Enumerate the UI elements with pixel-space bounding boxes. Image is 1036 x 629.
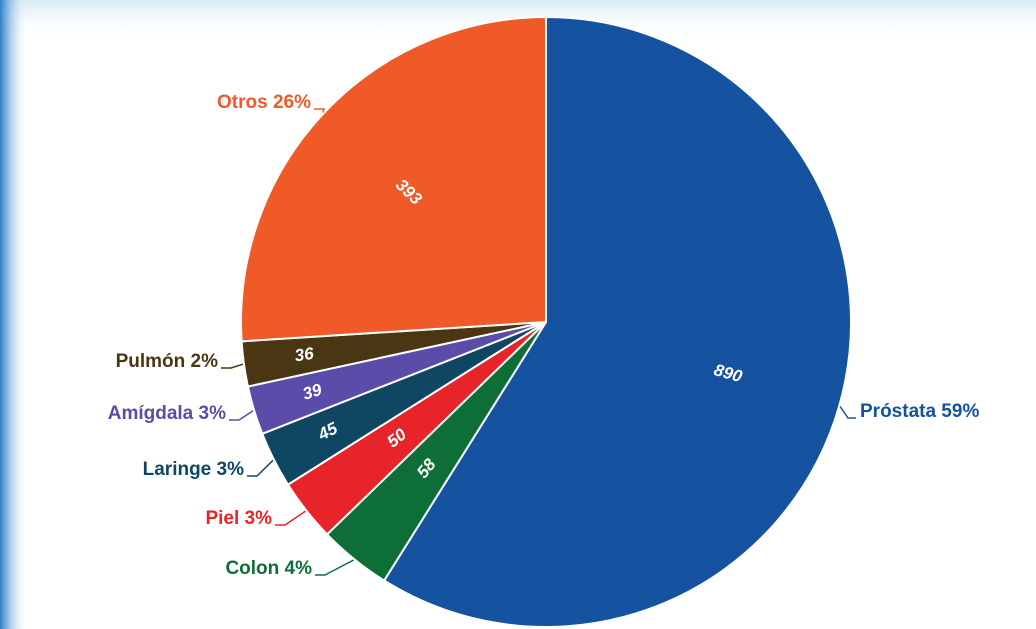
pie-slices xyxy=(240,15,852,628)
slice-label-pulmon: Pulmón 2% xyxy=(116,351,219,372)
leader-lines xyxy=(221,108,856,576)
leader-line-prostata xyxy=(839,406,856,419)
slice-label-prostata: Próstata 59% xyxy=(860,401,979,422)
slice-label-otros: Otros 26% xyxy=(217,92,311,113)
leader-line-pulmon xyxy=(221,363,244,369)
slice-value-amigdala: 39 xyxy=(300,380,324,404)
slice-label-piel: Piel 3% xyxy=(205,508,272,529)
leader-line-laringe xyxy=(247,459,274,477)
pie-slice-prostata xyxy=(382,15,852,628)
slice-value-pulmon: 36 xyxy=(293,344,315,365)
leader-line-amigdala xyxy=(229,410,254,421)
pie-slice-otros xyxy=(240,15,547,343)
slice-category-labels: Próstata 59% Colon 4% Piel 3% Laringe 3% Amí… xyxy=(108,92,980,579)
slice-label-colon: Colon 4% xyxy=(225,558,312,579)
leader-line-otros xyxy=(314,108,326,113)
leader-line-piel xyxy=(275,510,306,526)
slice-label-laringe: Laringe 3% xyxy=(143,459,244,480)
slice-label-amigdala: Amígdala 3% xyxy=(108,403,226,424)
leader-line-colon xyxy=(315,559,354,576)
